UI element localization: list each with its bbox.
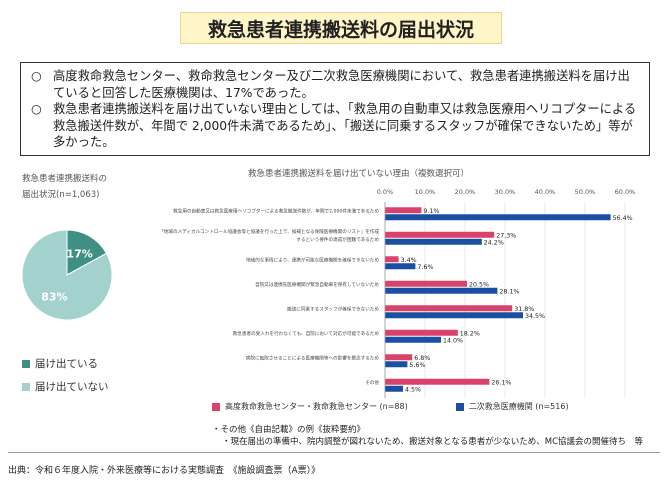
pie-title: 救急患者連携搬送料の 届出状況(n=1,063) <box>22 171 107 203</box>
bar-legend-item: 二次救急医療機関 (n=516) <box>455 401 569 412</box>
category-label: 「地域のメディカルコントロール協議会等と協議を行った上で、候補となる保険医療機関… <box>159 228 379 235</box>
bar-center <box>385 305 513 312</box>
pie-slice-label: 17% <box>66 248 92 261</box>
bar-value-label: 4.5% <box>405 386 421 393</box>
bar-center <box>385 354 413 361</box>
x-tick-label: 0.0% <box>377 188 394 196</box>
bar-value-label: 14.0% <box>443 337 463 344</box>
legend-swatch <box>22 382 30 391</box>
bar-secondary <box>385 312 523 319</box>
category-label: 救急用の自動車又は救急医療用ヘリコプターによる救急搬送件数が、年間で2,000件… <box>173 207 379 214</box>
bar-secondary <box>385 287 498 294</box>
x-tick-label: 60.0% <box>615 188 636 196</box>
x-tick-label: 10.0% <box>415 188 436 196</box>
bar-value-label: 20.5% <box>469 281 489 288</box>
x-tick-label: 40.0% <box>535 188 556 196</box>
category-label: 救急患者の受入れを行わなくても、自院において対応が可能であるため <box>233 330 380 337</box>
bar-value-label: 7.6% <box>417 264 433 271</box>
bar-value-label: 6.8% <box>414 355 430 362</box>
legend-label: 届け出ていない <box>35 381 109 393</box>
bar-value-label: 34.5% <box>525 313 545 320</box>
bar-secondary <box>385 361 408 368</box>
category-label: 地域的な事情により、連携が可能な医療機関を確保できないため <box>246 256 379 263</box>
pie-chart: 17% 83% <box>21 229 113 321</box>
bar-secondary <box>385 263 416 270</box>
pie-slice-label: 83% <box>41 290 67 303</box>
bar-value-label: 27.3% <box>496 232 516 239</box>
bar-center <box>385 231 495 238</box>
x-tick-label: 50.0% <box>575 188 596 196</box>
bar-value-label: 18.2% <box>460 330 480 337</box>
summary-text: 高度救命救急センター、救命救急センター及び二次救急医療機関において、救急患者連携… <box>53 69 630 100</box>
notes-line: ・その他《自由記載》の例《抜粋要約》 <box>212 425 366 435</box>
pie-slice <box>21 229 113 321</box>
bullet-mark: ○ <box>31 69 42 83</box>
pie-title-line: 救急患者連携搬送料の <box>22 174 108 184</box>
bar-value-label: 9.1% <box>423 208 439 215</box>
bar-legend-item: 高度救命救急センター・救命救急センター (n=88) <box>212 401 408 412</box>
bar-value-label: 26.1% <box>491 379 511 386</box>
x-tick-label: 20.0% <box>455 188 476 196</box>
pie-legend-item: 届け出ていない <box>22 379 109 394</box>
divider <box>8 452 660 453</box>
bullet-mark: ○ <box>31 102 42 116</box>
notes-line: ・現在届出の準備中、院内調整が図れないため、搬送対象となる患者が少ないため、MC… <box>222 437 644 447</box>
legend-label: 二次救急医療機関 (n=516) <box>468 402 569 411</box>
bar-secondary <box>385 214 611 221</box>
bar-chart-title: 救急患者連携搬送料を届け出ていない理由（複数選択可） <box>248 169 470 179</box>
bar-legend: 高度救命救急センター・救命救急センター (n=88) 二次救急医療機関 (n=5… <box>212 401 569 412</box>
legend-swatch <box>22 359 30 368</box>
x-tick-label: 30.0% <box>495 188 516 196</box>
bar-secondary <box>385 336 441 343</box>
slide-title: 救急患者連携搬送料の届出状況 <box>180 12 502 44</box>
summary-point: ○ 高度救命救急センター、救命救急センター及び二次救急医療機関において、救急患者… <box>31 68 639 101</box>
legend-swatch <box>212 402 220 411</box>
summary-text: 救急患者連携搬送料を届け出ていない理由としては、「救急用の自動車又は救急医療用ヘ… <box>53 102 637 149</box>
pie-legend: 届け出ている 届け出ていない <box>22 356 109 402</box>
bar-center <box>385 329 458 336</box>
source-note: 出典：令和６年度入院・外来医療等における実態調査 《施設調査票（A票）》 <box>8 466 321 476</box>
category-label: するという要件の達成が困難であるため <box>296 236 379 243</box>
legend-label: 高度救命救急センター・救命救急センター (n=88) <box>225 402 408 411</box>
pie-legend-item: 届け出ている <box>22 356 109 371</box>
legend-swatch <box>455 402 464 411</box>
category-label: 病院に転院させることによる医療機関等への影響を懸念するため <box>246 354 379 361</box>
bar-value-label: 5.6% <box>409 362 425 369</box>
category-label: その他 <box>365 379 379 386</box>
bar-secondary <box>385 385 403 392</box>
notes: ・その他《自由記載》の例《抜粋要約》 ・現在届出の準備中、院内調整が図れないため… <box>212 424 643 448</box>
summary-point: ○ 救急患者連携搬送料を届け出ていない理由としては、「救急用の自動車又は救急医療… <box>31 101 639 151</box>
legend-label: 届け出ている <box>35 358 98 370</box>
summary-box: ○ 高度救命救急センター、救命救急センター及び二次救急医療機関において、救急患者… <box>20 62 650 156</box>
bar-secondary <box>385 238 482 245</box>
bar-center <box>385 207 422 214</box>
bar-center <box>385 280 467 287</box>
pie-slice <box>66 229 108 276</box>
bar-value-label: 56.4% <box>613 215 633 222</box>
bar-value-label: 31.8% <box>514 306 534 313</box>
bar-value-label: 28.1% <box>499 288 519 295</box>
pie-title-line: 届出状況(n=1,063) <box>22 190 100 200</box>
category-label: 自院又は連携先医療機関が緊急自動車を保有していないため <box>255 281 379 288</box>
bar-value-label: 24.2% <box>484 239 504 246</box>
bar-center <box>385 378 490 385</box>
bar-value-label: 3.4% <box>401 257 417 264</box>
category-label: 搬送に同乗するスタッフが確保できないため <box>287 305 379 312</box>
bar-center <box>385 256 399 263</box>
bar-chart: 0.0% 10.0% 20.0% 30.0% 40.0% 50.0% 60.0% 救急用の自動… <box>159 188 636 398</box>
